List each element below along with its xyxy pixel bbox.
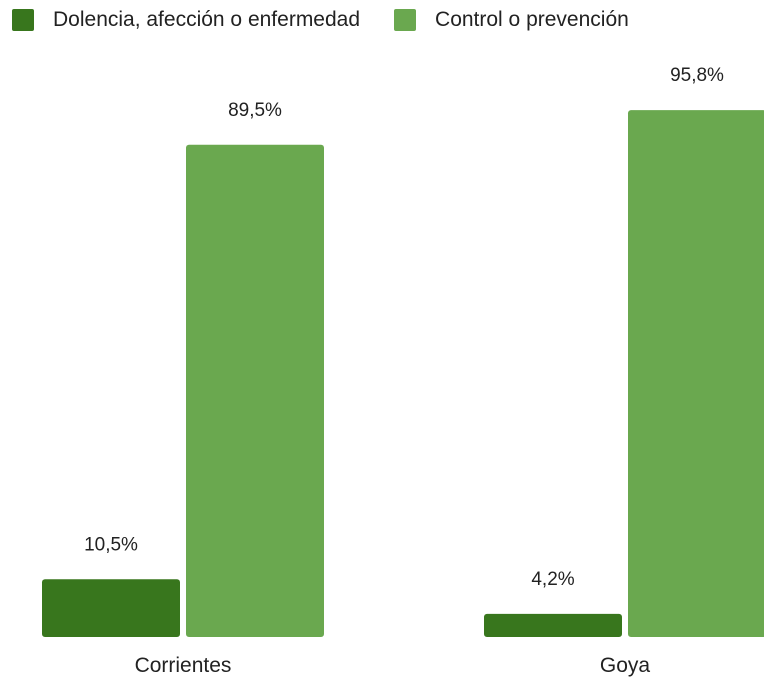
data-label-corrientes-series-2: 89,5% [228, 100, 282, 121]
legend-swatch-dolencia [12, 9, 34, 31]
legend-label-control: Control o prevención [435, 8, 629, 31]
bar-corrientes-series-2[interactable] [186, 144, 324, 637]
bar-corrientes-series-1[interactable] [42, 579, 180, 637]
data-label-goya-series-1: 4,2% [531, 569, 574, 590]
legend-label-dolencia: Dolencia, afección o enfermedad [53, 8, 361, 31]
data-label-corrientes-series-1: 10,5% [84, 534, 138, 555]
legend-swatch-control [394, 9, 417, 31]
data-label-goya-series-2: 95,8% [670, 65, 724, 86]
bar-goya-series-2[interactable] [628, 110, 764, 637]
legend-item-dolencia[interactable]: Dolencia, afección o enfermedad [12, 8, 360, 32]
category-label-goya: Goya [600, 654, 651, 677]
category-label-corrientes: Corrientes [135, 654, 232, 677]
legend-item-control[interactable]: Control o prevención [394, 8, 629, 32]
chart-legend: Dolencia, afección o enfermedad Control … [12, 8, 663, 32]
bar-goya-series-1[interactable] [484, 613, 622, 637]
